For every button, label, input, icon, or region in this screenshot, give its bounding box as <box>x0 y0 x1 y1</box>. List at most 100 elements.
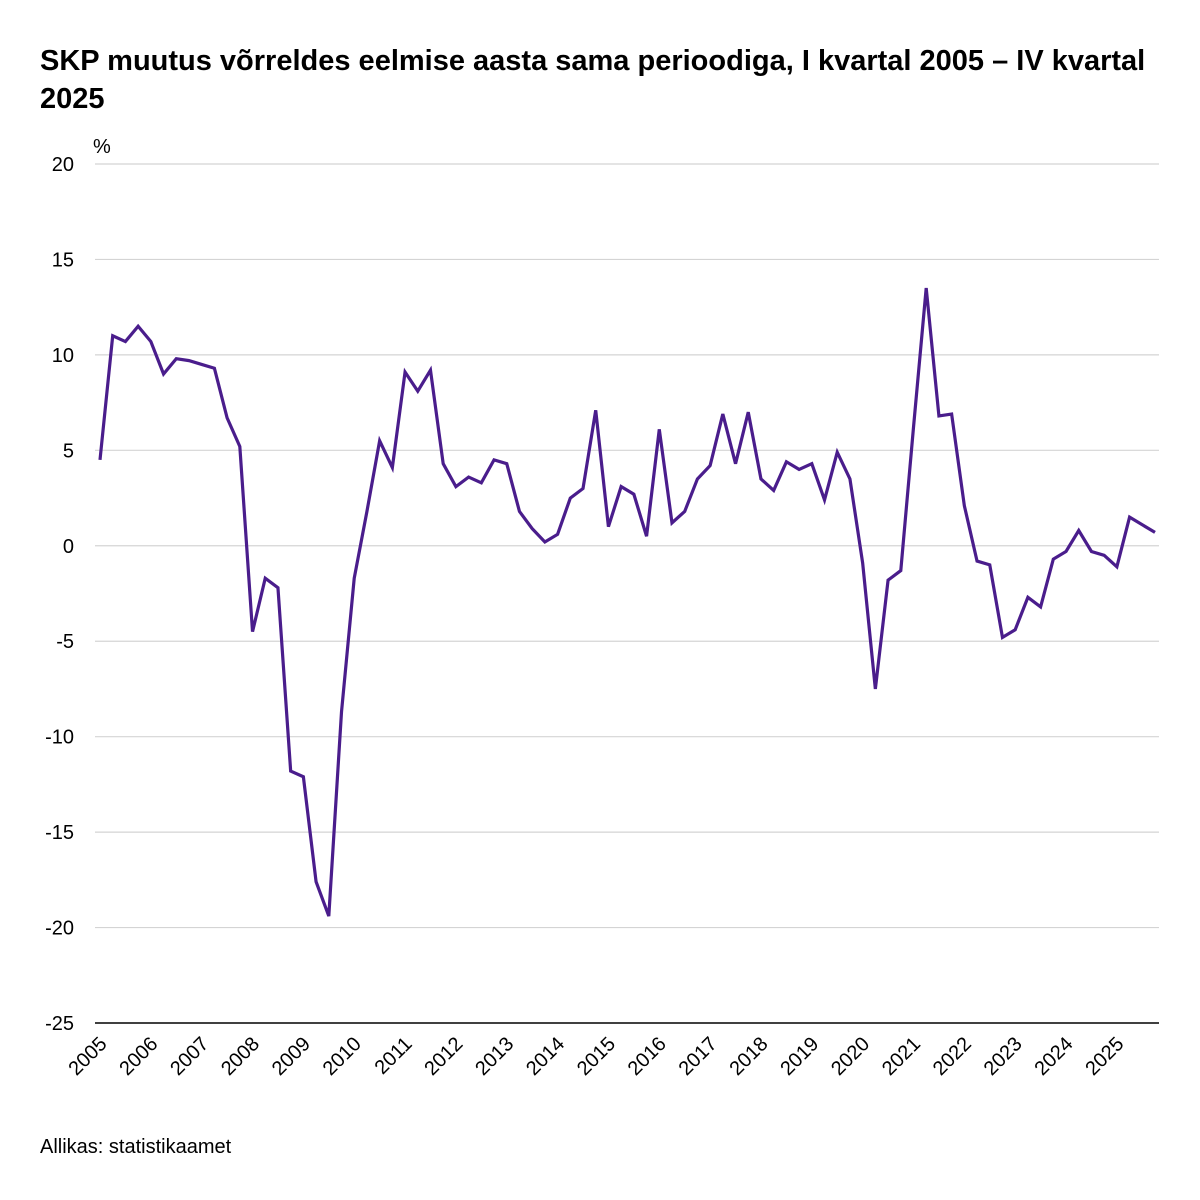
data-point <box>810 462 814 466</box>
data-point <box>695 477 699 481</box>
data-point <box>797 467 801 471</box>
x-tick-label: 2022 <box>929 1033 976 1080</box>
x-tick-label: 2015 <box>573 1033 620 1080</box>
data-point <box>594 408 598 412</box>
x-tick-label: 2010 <box>319 1033 366 1080</box>
data-point <box>378 439 382 443</box>
x-tick-label: 2012 <box>420 1033 467 1080</box>
data-point <box>1064 550 1068 554</box>
data-point <box>899 569 903 573</box>
x-tick-label: 2025 <box>1081 1033 1128 1080</box>
data-point <box>759 477 763 481</box>
data-point <box>962 504 966 508</box>
data-point <box>289 769 293 773</box>
data-point <box>746 410 750 414</box>
data-point <box>721 412 725 416</box>
x-tick-label: 2018 <box>725 1033 772 1080</box>
data-point <box>1039 605 1043 609</box>
x-tick-label: 2009 <box>268 1033 315 1080</box>
data-point <box>314 880 318 884</box>
data-point <box>187 359 191 363</box>
y-tick-label: -25 <box>45 1013 74 1035</box>
data-point <box>200 362 204 366</box>
data-point <box>823 498 827 502</box>
data-point <box>645 534 649 538</box>
data-point <box>568 496 572 500</box>
grid-lines <box>95 163 1159 929</box>
data-point <box>543 540 547 544</box>
data-point <box>301 775 305 779</box>
data-point <box>327 914 331 918</box>
data-point <box>174 357 178 361</box>
data-point <box>632 492 636 496</box>
x-tick-label: 2016 <box>624 1033 671 1080</box>
data-point <box>1013 628 1017 632</box>
data-point <box>1140 523 1144 527</box>
data-point <box>454 485 458 489</box>
data-point <box>98 458 102 462</box>
data-point <box>225 416 229 420</box>
data-point <box>848 477 852 481</box>
data-point <box>670 521 674 525</box>
data-point <box>517 509 521 513</box>
data-point <box>1077 529 1081 533</box>
series-line-skp-muutus <box>98 287 1156 917</box>
data-point <box>212 366 216 370</box>
data-point <box>861 561 865 565</box>
data-point <box>1089 550 1093 554</box>
x-tick-label: 2008 <box>217 1033 264 1080</box>
data-point <box>975 559 979 563</box>
x-tick-label: 2014 <box>522 1033 569 1080</box>
data-point <box>263 576 267 580</box>
data-point <box>276 586 280 590</box>
data-point <box>1051 557 1055 561</box>
data-point <box>441 462 445 466</box>
chart-title: SKP muutus võrreldes eelmise aasta sama … <box>40 45 1146 115</box>
data-point <box>123 340 127 344</box>
data-point <box>162 372 166 376</box>
y-tick-label: 10 <box>52 345 74 367</box>
y-tick-label: -15 <box>45 822 74 844</box>
data-point <box>911 425 915 429</box>
data-point <box>606 525 610 529</box>
data-point <box>784 460 788 464</box>
x-tick-label: 2019 <box>776 1033 823 1080</box>
data-point <box>873 687 877 691</box>
data-point <box>988 563 992 567</box>
y-tick-label: 5 <box>63 440 74 462</box>
source-note: Allikas: statistikaamet <box>40 1136 232 1158</box>
data-point <box>1153 530 1157 534</box>
data-point <box>238 445 242 449</box>
data-point <box>416 389 420 393</box>
data-point <box>835 450 839 454</box>
data-point <box>950 412 954 416</box>
y-tick-label: 0 <box>63 536 74 558</box>
data-point <box>403 370 407 374</box>
data-point <box>556 532 560 536</box>
data-point <box>708 464 712 468</box>
data-point <box>657 427 661 431</box>
data-point <box>251 630 255 634</box>
data-point <box>479 481 483 485</box>
data-point <box>581 487 585 491</box>
data-point <box>924 286 928 290</box>
y-axis-unit-label: % <box>93 136 111 158</box>
x-axis-ticks: 2005 2006 2007 2008 2009 2010 2011 2012 2013 2014… <box>65 1033 1129 1080</box>
x-tick-label: 2007 <box>166 1033 213 1080</box>
x-tick-label: 2017 <box>675 1033 722 1080</box>
data-point <box>1102 553 1106 557</box>
data-point <box>1000 635 1004 639</box>
x-tick-label: 2005 <box>65 1033 112 1080</box>
y-tick-label: 15 <box>52 249 74 271</box>
x-tick-label: 2020 <box>827 1033 874 1080</box>
y-axis-ticks: 20 15 10 5 0 -5 -10 -15 -20 -25 <box>45 154 74 1035</box>
x-tick-label: 2023 <box>980 1033 1027 1080</box>
series-layer <box>98 286 1157 918</box>
y-tick-label: -20 <box>45 918 74 940</box>
data-point <box>149 340 153 344</box>
data-point <box>1128 515 1132 519</box>
x-tick-label: 2006 <box>115 1033 162 1080</box>
x-tick-label: 2021 <box>878 1033 925 1080</box>
data-point <box>340 710 344 714</box>
